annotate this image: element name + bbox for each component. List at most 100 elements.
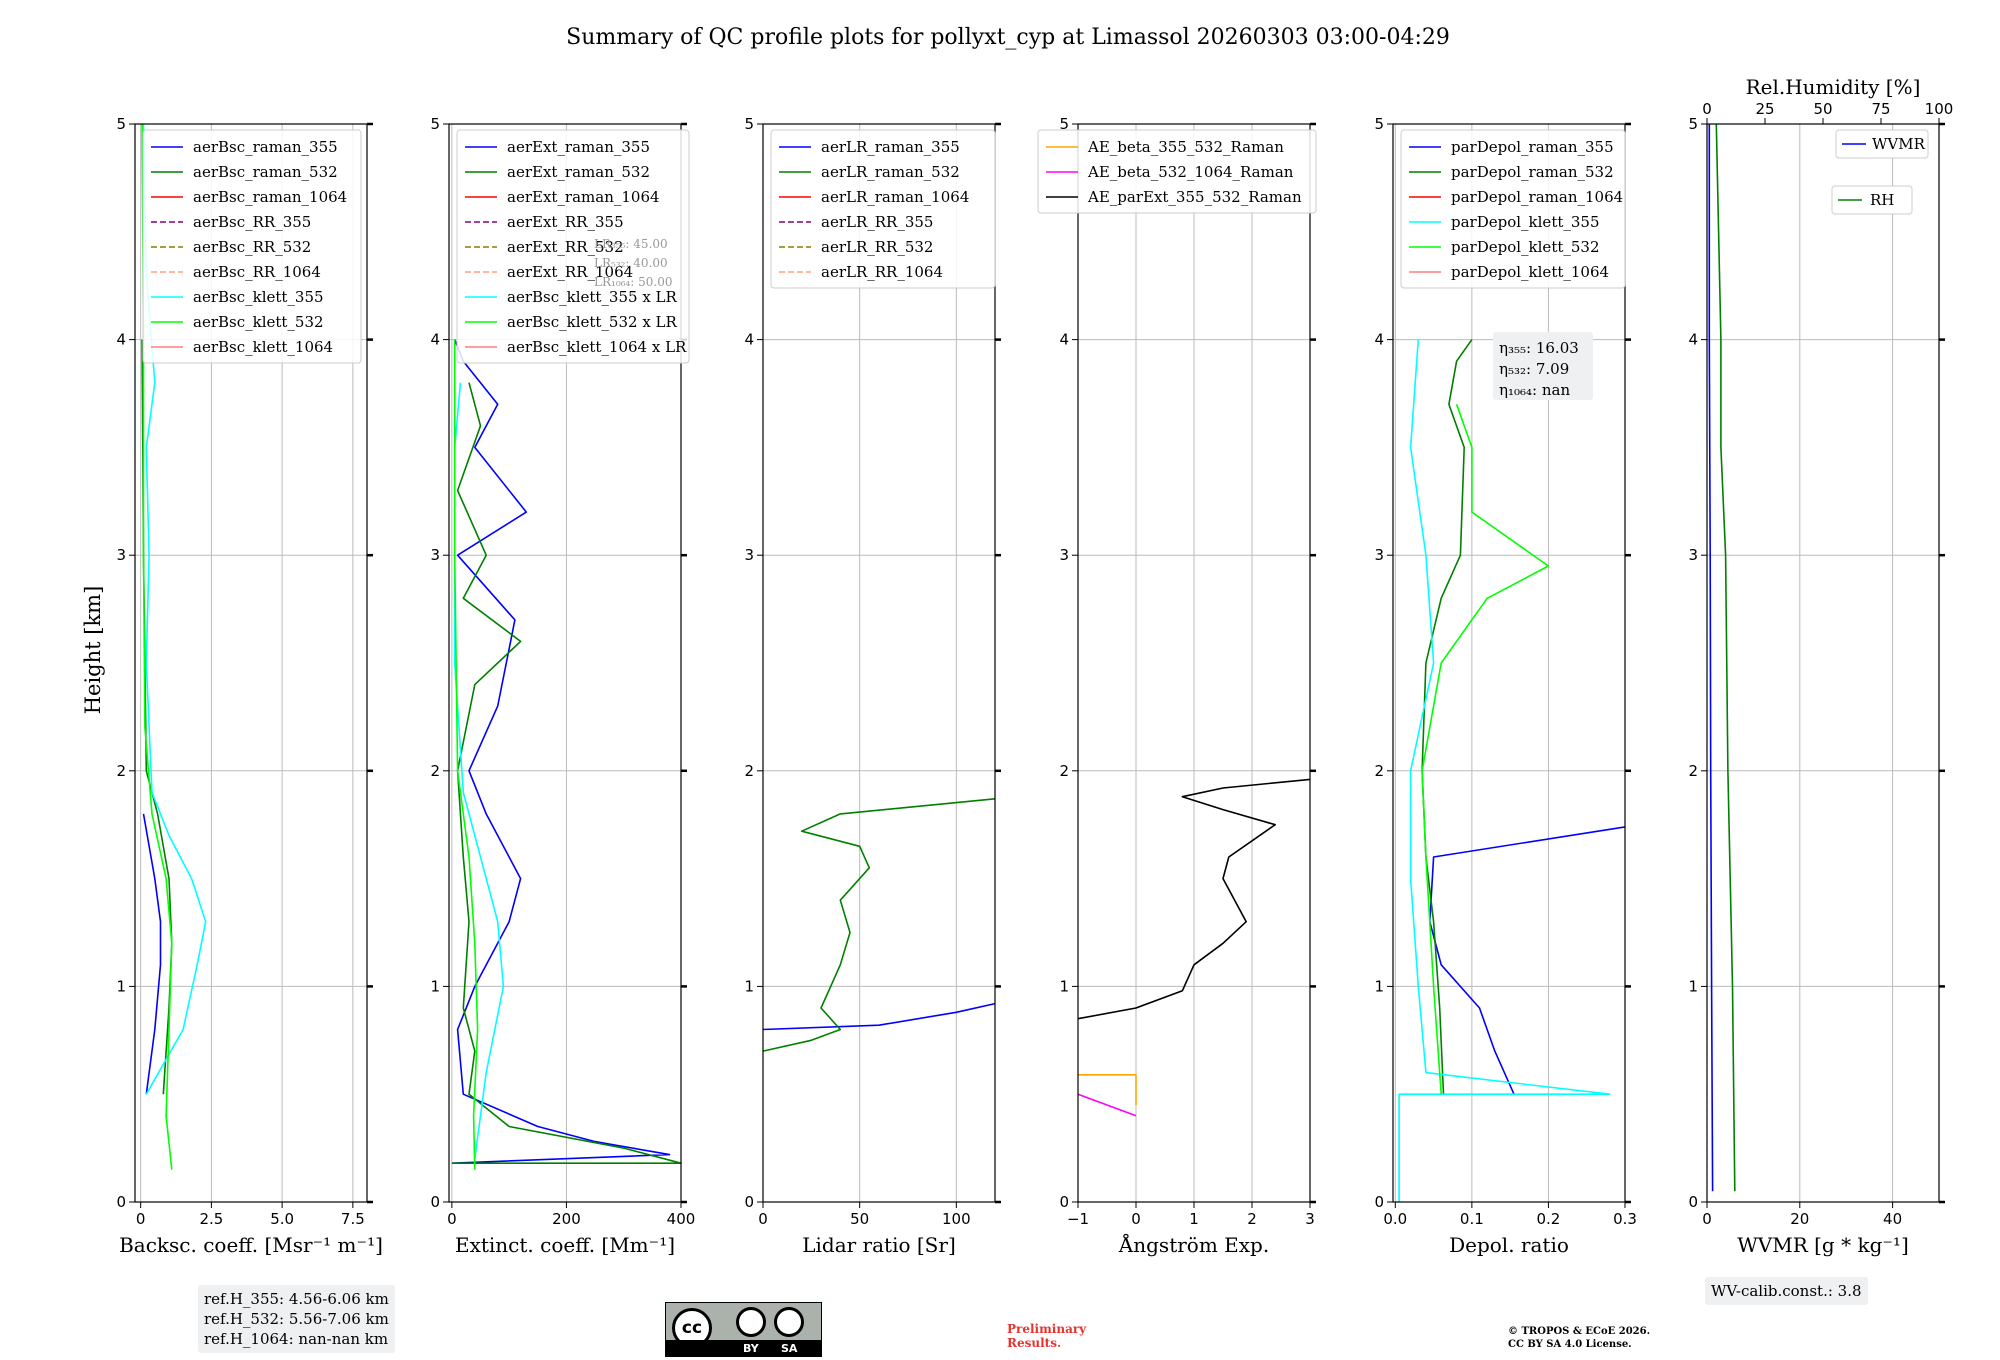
legend-label: aerBsc_klett_355 — [193, 288, 324, 306]
x-tick-label: 40 — [1883, 1210, 1902, 1228]
legend-label: aerBsc_klett_532 — [193, 313, 324, 331]
legend-label: aerLR_RR_355 — [821, 213, 933, 231]
top-x-tick-label: 100 — [1925, 100, 1954, 118]
top-x-tick-label: 50 — [1813, 100, 1832, 118]
legend-rh — [1831, 185, 1913, 215]
legend-label: WVMR — [1872, 135, 1926, 153]
lr-annotation: LR₅₃₂: 40.00 — [594, 256, 668, 270]
x-axis-label: Ångström Exp. — [1118, 1232, 1269, 1257]
y-tick-label: 4 — [1059, 331, 1069, 349]
copyright-note: © TROPOS & ECoE 2026. CC BY SA 4.0 Licen… — [1508, 1325, 1650, 1351]
preliminary-note: Preliminary Results. — [1007, 1322, 1086, 1350]
y-tick-label: 5 — [1059, 115, 1069, 133]
ref-height-1064: ref.H_1064: nan-nan km — [204, 1330, 389, 1348]
sa-arrow-icon — [774, 1307, 804, 1337]
legend-label: parDepol_raman_532 — [1451, 163, 1614, 181]
legend-wvmr — [1835, 129, 1929, 159]
x-tick-label: 7.5 — [341, 1210, 365, 1228]
y-tick-label: 1 — [1059, 977, 1069, 995]
y-tick-label: 2 — [1059, 762, 1069, 780]
series-RH — [1715, 123, 1736, 1192]
ref-height-355: ref.H_355: 4.56-6.06 km — [204, 1290, 389, 1308]
legend-label: aerLR_raman_355 — [821, 138, 960, 156]
cc-by-sa-badge: cc BY SA — [665, 1302, 822, 1357]
legend-label: aerExt_RR_532 — [507, 238, 624, 256]
x-axis-label: Depol. ratio — [1449, 1233, 1569, 1257]
series-AE_parExt_355_532_Raman — [1077, 778, 1311, 1020]
x-tick-label: 100 — [942, 1210, 971, 1228]
series-aerLR_raman_355 — [762, 1002, 996, 1031]
panel-1: 0 1 2 3 4 5 0 2.5 5.0 7.5 Backsc. coeff. [Msr⁻¹ m⁻… — [116, 115, 382, 1257]
legend-label: aerBsc_klett_532 x LR — [507, 313, 678, 331]
series-aerBsc_klett_532 — [141, 123, 173, 1170]
y-tick-label: 3 — [744, 546, 754, 564]
legend-label: AE_beta_532_1064_Raman — [1087, 163, 1294, 181]
x-tick-label: 0.3 — [1613, 1210, 1637, 1228]
panel-2: 0 1 2 3 4 5 0 200 400 Extinct. coeff. [Mm⁻¹] aerEx… — [430, 115, 695, 1257]
legend-box — [456, 129, 690, 364]
y-tick-label: 2 — [430, 762, 440, 780]
legend-box — [770, 129, 996, 289]
y-tick-label: 0 — [1059, 1193, 1069, 1211]
eta-annotation: η₁₀₆₄: nan — [1499, 381, 1570, 399]
x-axis-label: Backsc. coeff. [Msr⁻¹ m⁻¹] — [119, 1233, 383, 1257]
y-tick-label: 4 — [430, 331, 440, 349]
legend-label: aerBsc_klett_1064 — [193, 338, 333, 356]
legend-label: parDepol_klett_355 — [1451, 213, 1600, 231]
legend-label: aerBsc_RR_355 — [193, 213, 311, 231]
y-tick-label: 5 — [744, 115, 754, 133]
x-tick-label: 400 — [667, 1210, 696, 1228]
preliminary-line-2: Results. — [1007, 1336, 1062, 1350]
preliminary-line-1: Preliminary — [1007, 1322, 1087, 1336]
legend-label: aerBsc_klett_355 x LR — [507, 288, 678, 306]
series-parDepol_raman_355 — [1429, 826, 1626, 1095]
y-tick-label: 0 — [1374, 1193, 1384, 1211]
series-WVMR — [1708, 124, 1714, 1192]
y-tick-label: 5 — [430, 115, 440, 133]
y-tick-label: 1 — [116, 977, 126, 995]
y-tick-label: 3 — [430, 546, 440, 564]
eta-annotation: η₃₅₅: 16.03 — [1499, 339, 1579, 357]
by-label: BY — [743, 1342, 759, 1355]
x-tick-label: 1 — [1189, 1210, 1199, 1228]
axes-frame — [1706, 123, 1940, 1203]
legend-label: aerExt_RR_1064 — [507, 263, 633, 281]
y-tick-label: 0 — [116, 1193, 126, 1211]
lr-annotation: LR₁₀₆₄: 50.00 — [594, 275, 672, 289]
legend-label: aerBsc_raman_355 — [193, 138, 338, 156]
x-tick-label: 2.5 — [199, 1210, 223, 1228]
x-axis-label: Lidar ratio [Sr] — [802, 1233, 956, 1257]
x-tick-label: 200 — [552, 1210, 581, 1228]
y-tick-label: 2 — [1688, 762, 1698, 780]
legend-label: RH — [1870, 191, 1894, 209]
legend-label: aerExt_raman_355 — [507, 138, 650, 156]
lr-annotation: LR₃₅₅: 45.00 — [594, 237, 668, 251]
top-x-tick-label: 75 — [1871, 100, 1890, 118]
copyright-line-2: CC BY SA 4.0 License. — [1508, 1339, 1632, 1350]
axes-frame — [448, 123, 682, 1203]
legend-label: aerBsc_RR_1064 — [193, 263, 321, 281]
legend-label: aerLR_RR_532 — [821, 238, 933, 256]
copyright-line-1: © TROPOS & ECoE 2026. — [1508, 1326, 1651, 1337]
top-x-tick-label: 0 — [1702, 100, 1712, 118]
top-x-axis-label: Rel.Humidity [%] — [1746, 75, 1921, 99]
legend-box — [1400, 129, 1626, 289]
y-tick-label: 0 — [1688, 1193, 1698, 1211]
x-tick-label: 0 — [1131, 1210, 1141, 1228]
y-tick-label: 1 — [744, 977, 754, 995]
y-tick-label: 1 — [430, 977, 440, 995]
series-aerLR_raman_532 — [762, 798, 996, 1052]
legend-label: aerBsc_raman_1064 — [193, 188, 347, 206]
ref-heights-box: ref.H_355: 4.56-6.06 km ref.H_532: 5.56-… — [198, 1285, 395, 1353]
y-tick-label: 3 — [1688, 546, 1698, 564]
wv-calib-box: WV-calib.const.: 3.8 — [1705, 1277, 1868, 1305]
x-tick-label: 0 — [136, 1210, 146, 1228]
y-tick-label: 5 — [1374, 115, 1384, 133]
legend-label: aerExt_raman_1064 — [507, 188, 660, 206]
axes-frame — [134, 123, 368, 1203]
series-aerBsc_klett_532 x LR — [453, 339, 479, 1170]
y-tick-label: 3 — [1059, 546, 1069, 564]
x-tick-label: 5.0 — [270, 1210, 294, 1228]
